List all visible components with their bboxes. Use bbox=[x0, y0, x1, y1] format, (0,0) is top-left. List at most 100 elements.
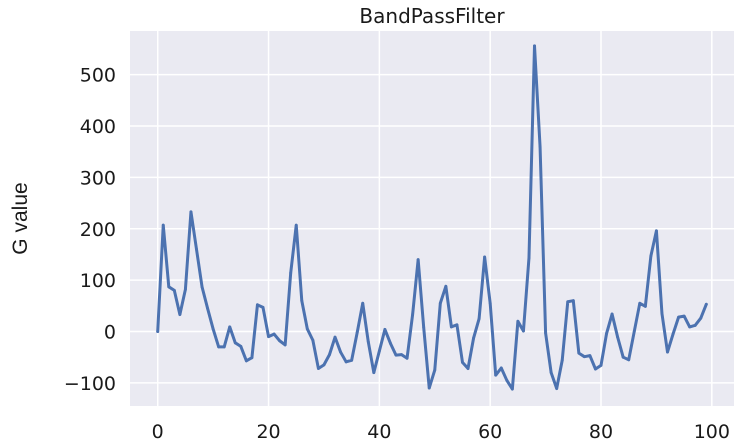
data-point bbox=[455, 323, 459, 327]
data-point bbox=[161, 223, 165, 227]
data-point bbox=[278, 339, 282, 343]
data-point bbox=[394, 353, 398, 357]
data-point bbox=[494, 373, 498, 377]
data-points bbox=[156, 44, 708, 391]
data-point bbox=[416, 258, 420, 261]
x-tick-label: 40 bbox=[367, 421, 391, 443]
data-point bbox=[344, 360, 348, 364]
data-point bbox=[488, 301, 492, 305]
data-point bbox=[239, 345, 243, 348]
data-point bbox=[411, 313, 415, 316]
data-point bbox=[516, 319, 520, 323]
series-line bbox=[156, 44, 708, 391]
data-point bbox=[466, 367, 470, 370]
data-point bbox=[283, 343, 287, 347]
x-tick-label: 20 bbox=[256, 421, 280, 443]
data-point bbox=[588, 354, 592, 358]
data-point bbox=[660, 312, 664, 315]
data-point bbox=[544, 331, 547, 335]
x-tick-label: 100 bbox=[694, 421, 730, 443]
x-axis-ticks: 0 20 40 60 80 100 bbox=[152, 421, 730, 443]
data-point bbox=[333, 335, 337, 339]
data-point bbox=[322, 363, 326, 367]
data-point bbox=[167, 285, 171, 289]
y-tick-label: 0 bbox=[104, 322, 116, 344]
data-point bbox=[361, 301, 365, 305]
data-point bbox=[610, 312, 614, 316]
data-point bbox=[383, 328, 387, 331]
y-tick-label: 300 bbox=[80, 167, 116, 189]
x-tick-label: 0 bbox=[152, 421, 164, 443]
data-point bbox=[350, 358, 354, 362]
data-point bbox=[178, 313, 182, 316]
data-point bbox=[594, 367, 597, 371]
data-point bbox=[184, 287, 187, 291]
data-point bbox=[156, 330, 160, 333]
data-point bbox=[422, 326, 426, 329]
y-tick-label: 100 bbox=[80, 270, 116, 292]
data-point bbox=[267, 335, 270, 339]
data-point bbox=[522, 329, 525, 333]
data-point bbox=[222, 345, 226, 349]
data-point bbox=[449, 325, 453, 329]
data-point bbox=[472, 336, 475, 340]
data-point bbox=[400, 353, 403, 357]
data-point bbox=[505, 378, 509, 382]
data-point bbox=[405, 356, 409, 360]
data-point bbox=[571, 299, 575, 303]
data-point bbox=[655, 229, 658, 233]
data-point bbox=[549, 371, 553, 375]
data-point bbox=[666, 350, 669, 354]
data-point bbox=[189, 210, 193, 214]
data-point bbox=[289, 271, 293, 275]
data-point bbox=[300, 299, 304, 303]
data-point bbox=[233, 341, 237, 345]
data-point bbox=[566, 300, 570, 304]
y-tick-label: 500 bbox=[80, 65, 116, 87]
data-point bbox=[217, 345, 221, 349]
data-point bbox=[200, 285, 204, 289]
data-point bbox=[433, 368, 437, 372]
data-point bbox=[339, 350, 342, 354]
data-point bbox=[438, 301, 442, 305]
data-point bbox=[211, 327, 215, 331]
data-point bbox=[682, 314, 686, 318]
data-point bbox=[317, 367, 320, 370]
y-axis-ticks: −100 0 100 200 300 400 500 bbox=[64, 65, 116, 395]
y-tick-label: 400 bbox=[80, 116, 116, 138]
data-point bbox=[250, 356, 254, 360]
data-point bbox=[643, 304, 647, 308]
data-point bbox=[366, 340, 370, 344]
data-point bbox=[533, 44, 536, 48]
y-axis-label: G value bbox=[9, 182, 32, 254]
chart-title: BandPassFilter bbox=[359, 4, 505, 28]
x-tick-label: 60 bbox=[478, 421, 502, 443]
data-point bbox=[389, 341, 392, 345]
data-point bbox=[632, 330, 636, 333]
data-point bbox=[444, 284, 448, 288]
data-point bbox=[228, 325, 232, 329]
data-point bbox=[510, 387, 514, 391]
data-point bbox=[577, 351, 581, 355]
data-point bbox=[527, 256, 531, 260]
data-point bbox=[372, 371, 376, 375]
data-point bbox=[693, 323, 697, 327]
data-point bbox=[621, 355, 625, 359]
data-point bbox=[483, 255, 487, 259]
data-point bbox=[605, 332, 608, 335]
data-point bbox=[206, 307, 209, 310]
data-point bbox=[305, 327, 309, 331]
data-point bbox=[261, 305, 265, 309]
data-point bbox=[599, 364, 603, 367]
plot-area bbox=[130, 31, 734, 406]
data-point bbox=[677, 315, 680, 319]
data-point bbox=[560, 358, 564, 362]
data-point bbox=[427, 386, 431, 390]
data-point bbox=[294, 223, 298, 227]
data-point bbox=[638, 301, 642, 305]
data-point bbox=[699, 316, 703, 320]
data-point bbox=[499, 366, 503, 370]
y-tick-label: −100 bbox=[64, 373, 116, 395]
data-point bbox=[328, 353, 331, 357]
